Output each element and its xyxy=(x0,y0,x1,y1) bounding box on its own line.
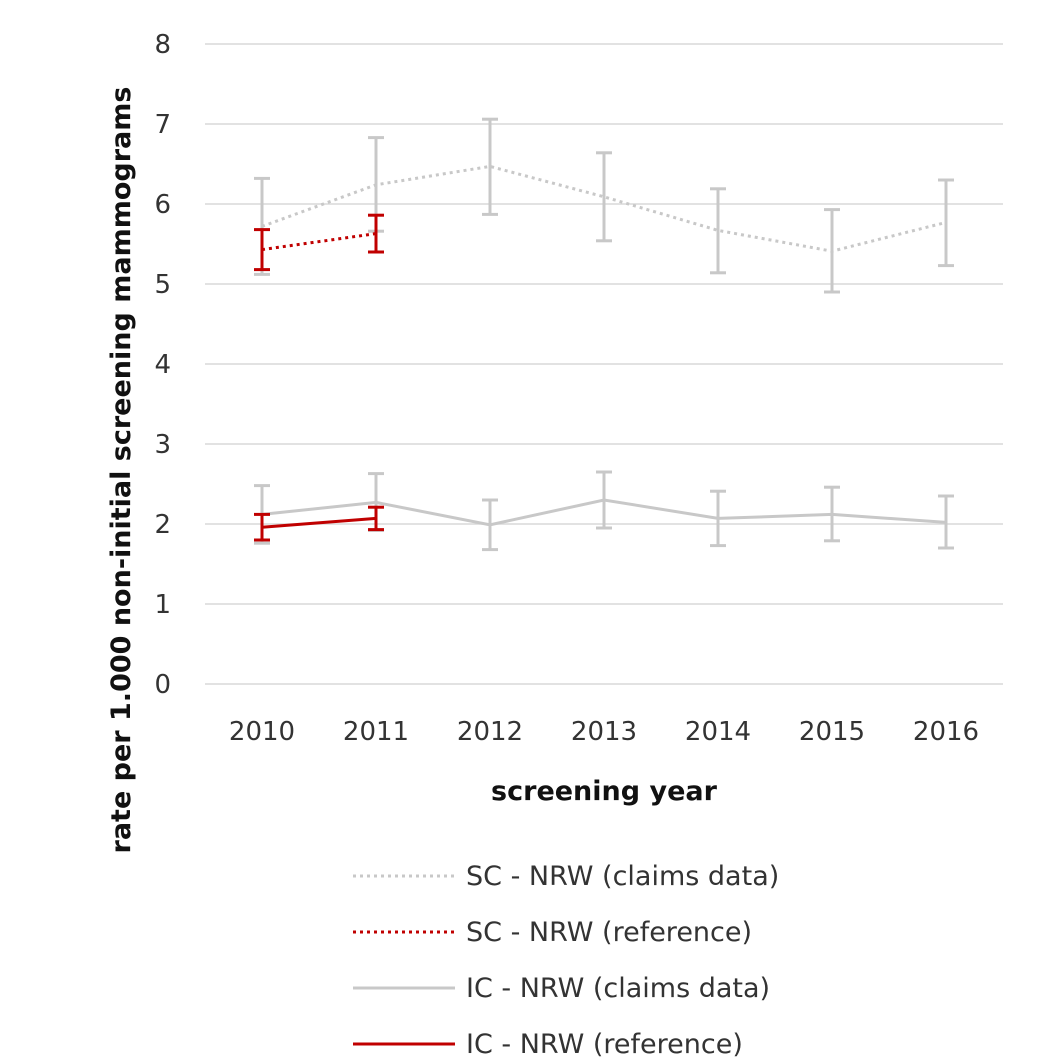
x-tick-label: 2013 xyxy=(571,717,637,747)
error-bar xyxy=(710,187,726,275)
legend-label: SC - NRW (claims data) xyxy=(466,861,779,892)
y-tick-label: 1 xyxy=(154,590,171,620)
y-tick-label: 0 xyxy=(154,670,171,700)
gridlines xyxy=(205,43,1003,685)
y-tick-label: 2 xyxy=(154,510,171,540)
x-tick-label: 2014 xyxy=(685,717,751,747)
series-line xyxy=(261,516,377,529)
x-tick-label: 2010 xyxy=(229,717,295,747)
series-line xyxy=(261,498,947,527)
y-tick-label: 6 xyxy=(154,190,171,220)
y-tick-labels: 0 1 2 3 4 5 6 7 8 xyxy=(154,30,171,700)
legend: SC - NRW (claims data) SC - NRW (referenc… xyxy=(353,861,779,1059)
error-bar xyxy=(482,117,498,216)
legend-label: SC - NRW (reference) xyxy=(466,917,752,948)
x-axis-title: screening year xyxy=(491,776,718,807)
series-3 xyxy=(254,505,384,542)
series-0 xyxy=(254,117,954,294)
series-2 xyxy=(254,470,954,552)
error-bar xyxy=(596,151,612,243)
series-line xyxy=(261,164,947,253)
y-tick-label: 5 xyxy=(154,270,171,300)
series-line xyxy=(261,232,377,252)
y-tick-label: 3 xyxy=(154,430,171,460)
legend-item: SC - NRW (claims data) xyxy=(353,861,779,892)
legend-label: IC - NRW (reference) xyxy=(466,1029,743,1059)
error-bar xyxy=(368,213,384,254)
y-tick-label: 8 xyxy=(154,30,171,60)
legend-label: IC - NRW (claims data) xyxy=(466,973,770,1004)
x-tick-label: 2011 xyxy=(343,717,409,747)
series-1 xyxy=(254,213,384,272)
x-tick-label: 2012 xyxy=(457,717,523,747)
y-tick-label: 4 xyxy=(154,350,171,380)
x-tick-labels: 2010 2011 2012 2013 2014 2015 2016 xyxy=(229,717,979,747)
legend-item: IC - NRW (claims data) xyxy=(353,973,770,1004)
series-group xyxy=(254,117,954,552)
legend-item: IC - NRW (reference) xyxy=(353,1029,743,1059)
y-axis-title: rate per 1.000 non-initial screening mam… xyxy=(106,87,137,854)
legend-item: SC - NRW (reference) xyxy=(353,917,752,948)
x-tick-label: 2015 xyxy=(799,717,865,747)
y-tick-label: 7 xyxy=(154,110,171,140)
x-tick-label: 2016 xyxy=(913,717,979,747)
